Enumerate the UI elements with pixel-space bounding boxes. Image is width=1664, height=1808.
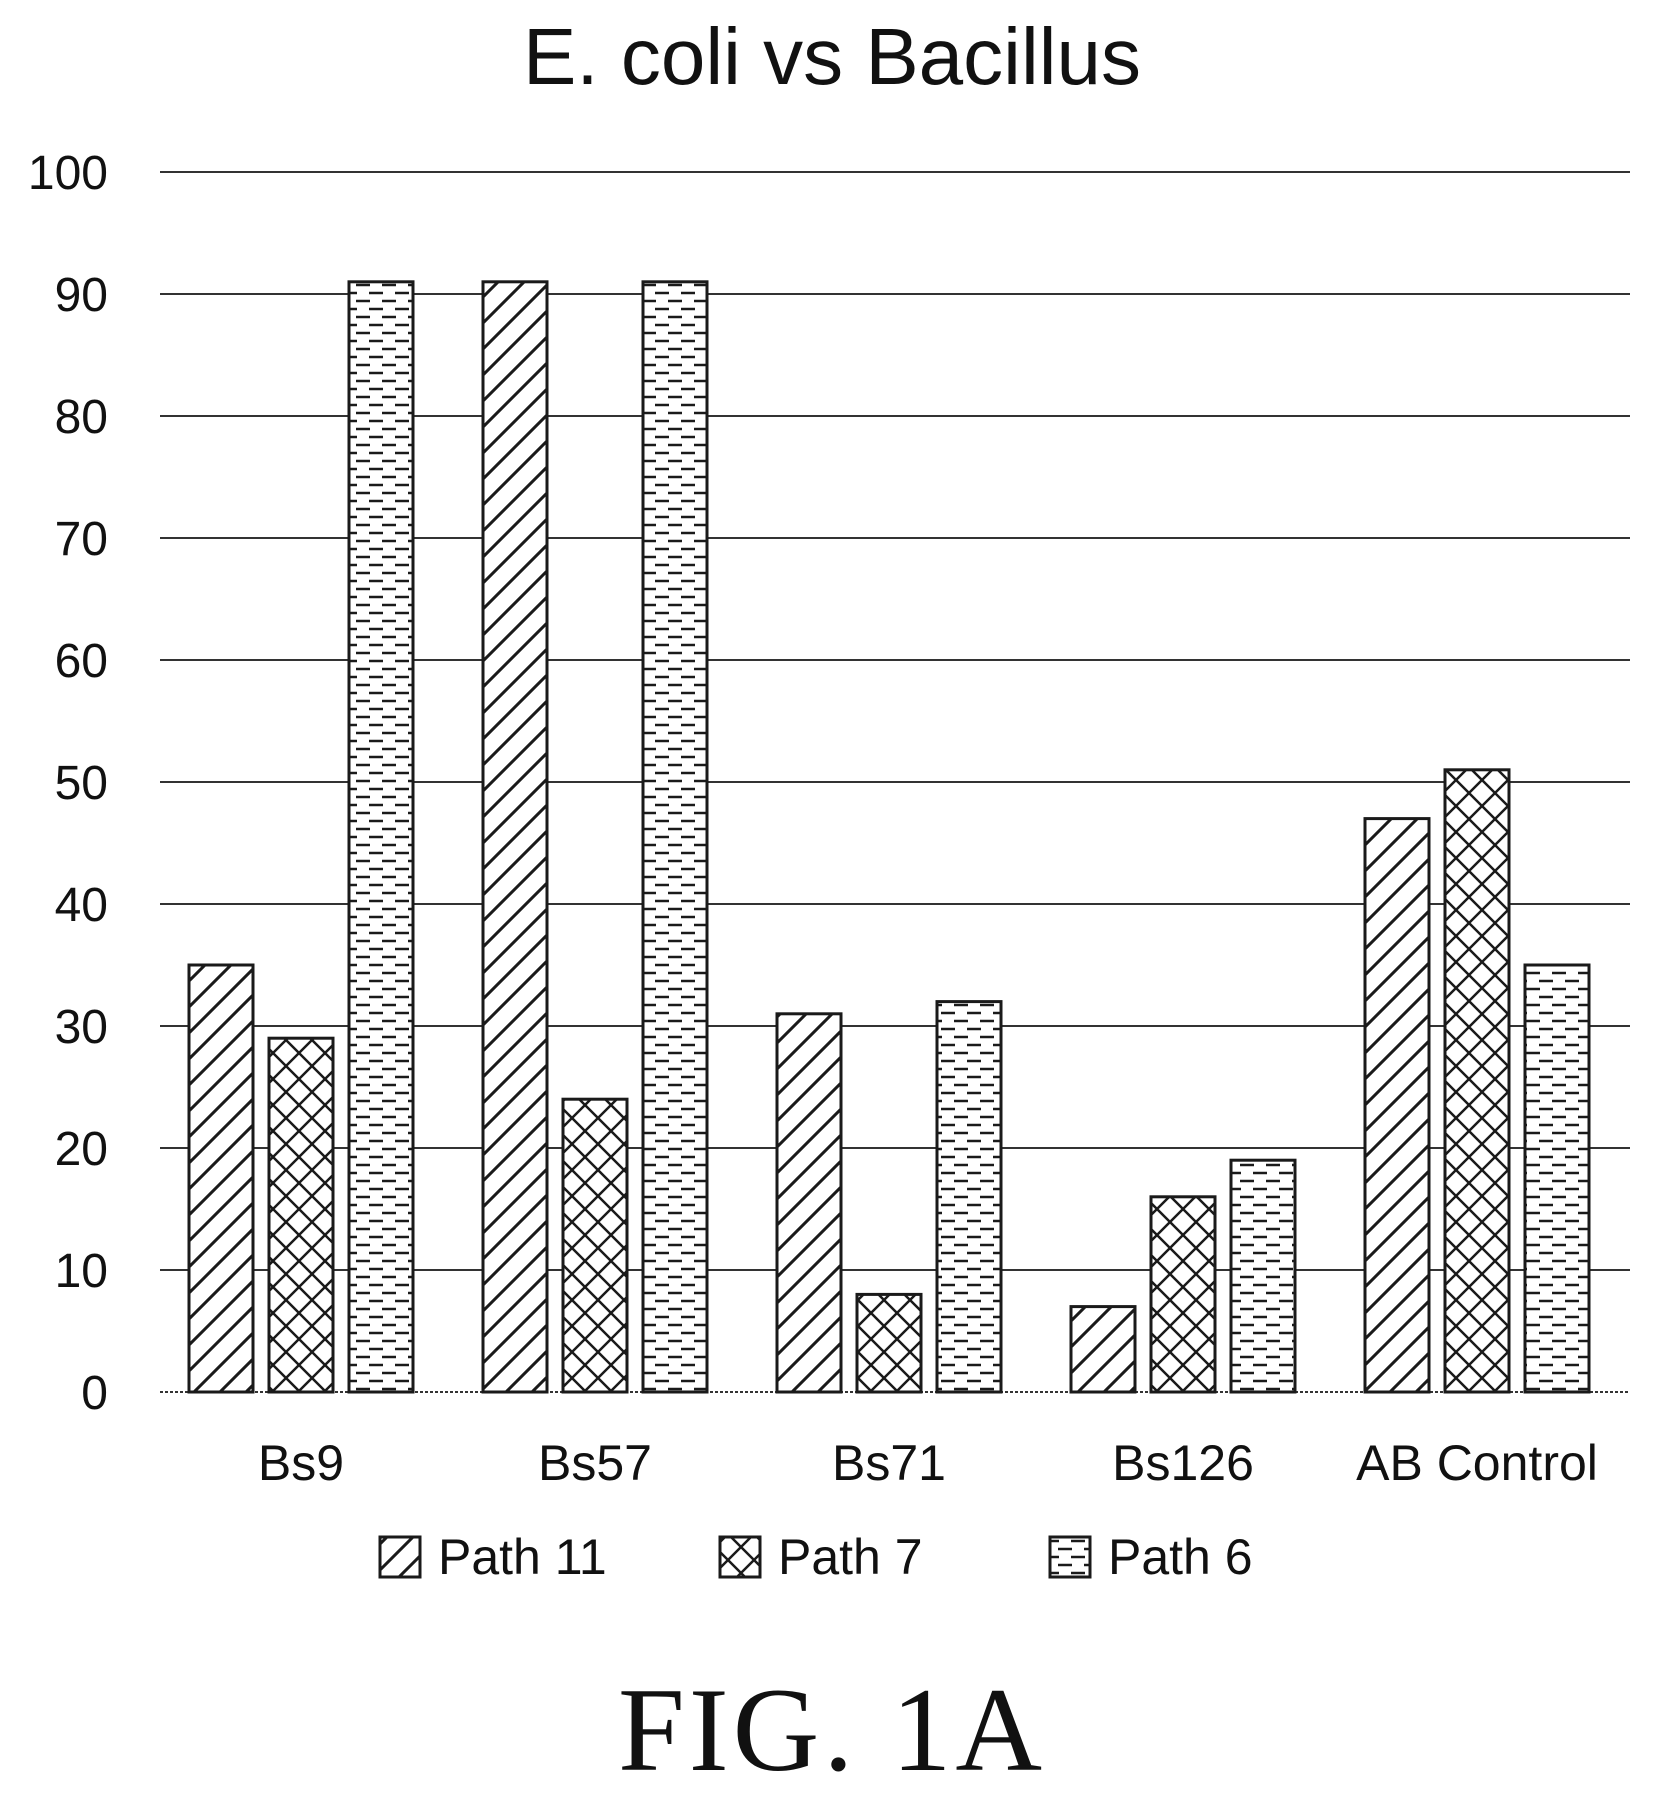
bar (1523, 963, 1591, 1394)
bar (855, 1292, 923, 1394)
x-category-label: Bs9 (258, 1435, 344, 1491)
bars (187, 280, 1591, 1394)
bar (1069, 1305, 1137, 1394)
y-tick-label: 70 (55, 513, 108, 566)
chart-title: E. coli vs Bacillus (523, 12, 1141, 101)
figure-label: FIG. 1A (618, 1663, 1046, 1796)
y-tick-label: 20 (55, 1123, 108, 1176)
legend-swatch (718, 1535, 762, 1579)
legend-label: Path 6 (1108, 1529, 1253, 1585)
y-tick-label: 50 (55, 757, 108, 810)
bar (561, 1097, 629, 1394)
bar (641, 280, 709, 1394)
legend-label: Path 7 (778, 1529, 923, 1585)
x-category-label: Bs57 (538, 1435, 652, 1491)
y-tick-label: 40 (55, 879, 108, 932)
y-tick-label: 100 (28, 147, 108, 200)
bar (1149, 1195, 1217, 1394)
bar (775, 1012, 843, 1394)
legend-label: Path 11 (438, 1529, 607, 1585)
y-tick-label: 10 (55, 1245, 108, 1298)
bar (1363, 817, 1431, 1394)
y-tick-label: 60 (55, 635, 108, 688)
bar (481, 280, 549, 1394)
y-tick-label: 0 (81, 1367, 108, 1420)
legend-swatch (1048, 1535, 1092, 1579)
bar (1229, 1158, 1297, 1394)
bar (267, 1036, 335, 1394)
bar (347, 280, 415, 1394)
legend-swatch (378, 1535, 422, 1579)
y-tick-label: 90 (55, 269, 108, 322)
y-tick-label: 80 (55, 391, 108, 444)
x-category-label: AB Control (1356, 1435, 1598, 1491)
x-category-label: Bs71 (832, 1435, 946, 1491)
bar (187, 963, 255, 1394)
x-category-label: Bs126 (1112, 1435, 1254, 1491)
bar (1443, 768, 1511, 1394)
bar (935, 1000, 1003, 1394)
x-axis-categories: Bs9 Bs57 Bs71 Bs126 AB Control (258, 1435, 1598, 1491)
y-tick-label: 30 (55, 1001, 108, 1054)
y-axis-ticks: 0 10 20 30 40 50 60 70 80 90 100 (28, 147, 108, 1420)
legend: Path 11 Path 7 Path 6 (378, 1529, 1253, 1585)
